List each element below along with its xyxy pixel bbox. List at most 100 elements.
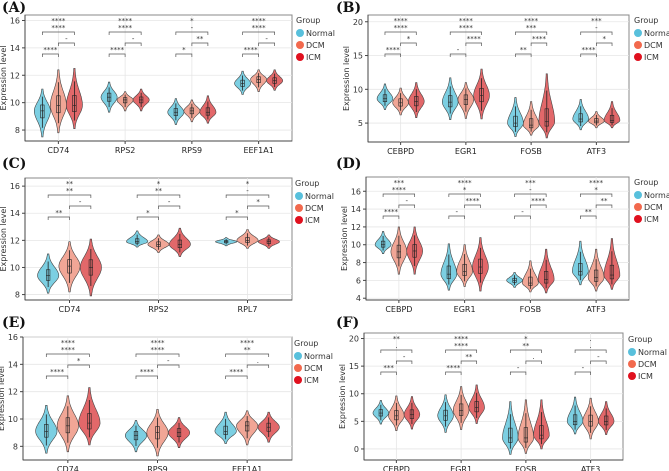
legend-title: Group [634, 178, 658, 187]
sig-label-dcm-icm: ** [465, 353, 473, 361]
y-tick-label: 5 [358, 119, 363, 128]
box [135, 238, 140, 244]
box [572, 414, 578, 426]
x-tick-label: EEF1A1 [243, 146, 273, 155]
sig-overall: **** [252, 17, 267, 25]
sig-bracket-normal-icm [579, 193, 613, 197]
panel-label: (A) [2, 0, 26, 16]
plot-area [365, 176, 630, 301]
box [474, 401, 479, 413]
legend-title: Group [634, 16, 658, 25]
box [528, 276, 533, 286]
x-tick-label: CEBPD [385, 305, 412, 314]
box [578, 263, 583, 276]
box [578, 113, 583, 123]
box [443, 409, 448, 421]
sig-label-normal-dcm: **** [50, 368, 65, 376]
legend-dot-dcm [296, 41, 304, 49]
sig-label-normal-dcm: **** [446, 364, 461, 372]
legend-title: Group [294, 339, 318, 348]
legend-dot-normal [295, 192, 303, 200]
legend: Group Normal DCM ICM [634, 178, 669, 224]
sig-label-normal-dcm: ** [55, 209, 63, 217]
box [604, 415, 609, 426]
sig-label-normal-dcm: - [582, 364, 585, 372]
legend-item-normal: Normal [644, 191, 669, 200]
y-axis-label: Expression level [0, 207, 8, 272]
sig-overall: ** [393, 335, 401, 343]
y-tick-label: 10 [10, 99, 20, 108]
sig-overall: **** [118, 17, 133, 25]
sig-label-dcm-icm: * [602, 35, 606, 43]
legend-dot-icm [634, 215, 642, 223]
legend-dot-dcm [634, 41, 642, 49]
box [529, 118, 534, 129]
sig-bracket-dcm-icm [157, 364, 180, 368]
legend-item-dcm: DCM [644, 203, 663, 212]
sig-bracket-normal-icm [135, 353, 180, 357]
box [382, 94, 388, 102]
box [414, 96, 419, 107]
legend-dot-dcm [628, 360, 636, 368]
sig-label-normal-icm: *** [526, 24, 537, 32]
sig-overall: **** [151, 339, 166, 347]
sig-label-dcm-icm: **** [531, 197, 546, 205]
box [448, 95, 453, 108]
box [539, 425, 544, 440]
y-tick-label: 12 [351, 223, 361, 232]
sig-bracket-dcm-icm [590, 360, 607, 364]
x-tick-label: ATF3 [586, 305, 605, 314]
sig-label-dcm-icm: - [132, 35, 135, 43]
sig-label-dcm-icm: - [597, 353, 600, 361]
sig-bracket-dcm-icm [396, 360, 413, 364]
box [523, 427, 528, 443]
y-tick-label: 10 [349, 390, 359, 399]
box [245, 421, 250, 432]
sig-label-normal-icm: - [246, 187, 249, 195]
sig-label-normal-icm: **** [252, 24, 267, 32]
sig-overall: * [190, 17, 194, 25]
box [513, 115, 518, 128]
y-tick-label: 15 [353, 52, 363, 61]
sig-overall: ** [66, 180, 74, 188]
sig-bracket-dcm-icm [465, 42, 482, 46]
sig-overall: . [590, 335, 592, 343]
sig-bracket-dcm-icm [124, 42, 142, 46]
legend-item-normal: Normal [306, 29, 335, 38]
legend-title: Group [296, 16, 320, 25]
sig-overall: **** [394, 17, 409, 25]
y-axis-label: Expression level [340, 206, 349, 271]
sig-label-normal-icm: ** [66, 187, 74, 195]
sig-label-normal-icm: **** [394, 24, 409, 32]
sig-label-normal-icm: . [590, 342, 592, 350]
box [462, 263, 467, 276]
sig-bracket-normal-icm [509, 349, 542, 353]
sig-label-dcm-icm: * [77, 357, 81, 365]
x-tick-label: RPL7 [238, 305, 258, 314]
y-tick-label: 12 [10, 71, 20, 80]
legend: Group Normal DCM ICM [296, 16, 335, 62]
box [177, 239, 182, 249]
y-tick-label: 14 [8, 360, 18, 369]
box [256, 76, 261, 83]
sig-bracket-dcm-icm [247, 205, 270, 209]
sig-bracket-normal-dcm [136, 216, 159, 220]
y-tick-label: 12 [8, 388, 18, 397]
x-tick-label: RPS2 [115, 146, 136, 155]
box [380, 240, 386, 248]
x-tick-label: EEF1A1 [232, 465, 262, 471]
legend-dot-normal [634, 29, 642, 37]
x-tick-label: FOSB [520, 147, 541, 156]
box [56, 95, 61, 114]
legend-title: Group [295, 179, 319, 188]
box [223, 425, 228, 435]
box [609, 264, 615, 280]
sig-label-normal-icm: - [191, 24, 194, 32]
legend-dot-icm [296, 53, 304, 61]
sig-label-normal-dcm: **** [386, 46, 401, 54]
legend-item-dcm: DCM [638, 360, 657, 369]
x-tick-label: EGR1 [455, 147, 477, 156]
sig-label-normal-icm: * [463, 186, 467, 194]
